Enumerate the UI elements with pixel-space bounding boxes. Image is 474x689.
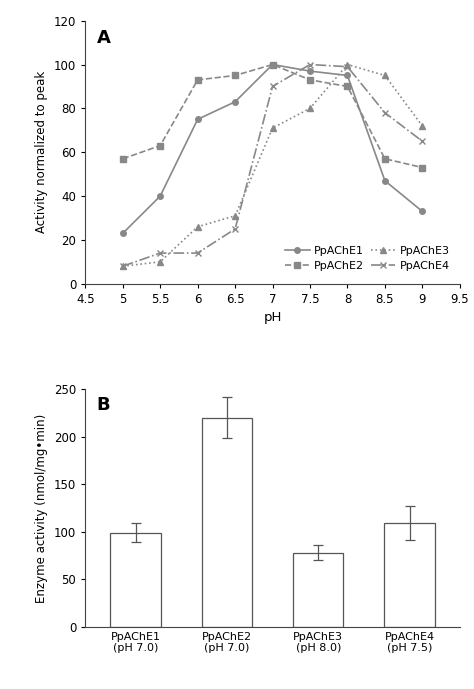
Y-axis label: Activity normalized to peak: Activity normalized to peak [36,71,48,234]
PpAChE2 [345,82,350,90]
PpAChE3 [382,72,388,80]
PpAChE2 [419,163,425,172]
PpAChE3 [232,212,238,220]
Bar [293,553,343,627]
X-axis label: pH: pH [264,311,282,325]
PpAChE4 [195,249,201,257]
Y-axis label: Enzyme activity (nmol/mg•min): Enzyme activity (nmol/mg•min) [36,413,48,603]
Bar [384,523,435,627]
PpAChE3 [157,258,163,266]
PpAChE3 [307,104,313,112]
PpAChE2 [270,61,275,69]
PpAChE3 [195,223,201,231]
PpAChE2 [195,76,201,84]
Line: PpAChE2: PpAChE2 [120,62,425,170]
PpAChE3 [120,262,126,270]
PpAChE2 [232,72,238,80]
PpAChE2 [157,141,163,150]
PpAChE4 [307,61,313,69]
PpAChE2 [120,154,126,163]
PpAChE1 [419,207,425,216]
PpAChE1 [157,192,163,200]
PpAChE2 [307,76,313,84]
Bar [202,418,252,627]
PpAChE1 [232,98,238,106]
PpAChE3 [345,61,350,69]
PpAChE4 [419,137,425,145]
PpAChE4 [382,109,388,117]
PpAChE3 [419,122,425,130]
Bar [110,533,161,627]
PpAChE4 [157,249,163,257]
Legend: PpAChE1, PpAChE2, PpAChE3, PpAChE4: PpAChE1, PpAChE2, PpAChE3, PpAChE4 [281,241,454,276]
Line: PpAChE1: PpAChE1 [120,62,425,236]
PpAChE1 [195,115,201,123]
PpAChE4 [232,225,238,233]
PpAChE1 [270,61,275,69]
Line: PpAChE3: PpAChE3 [120,62,425,269]
PpAChE1 [345,72,350,80]
PpAChE4 [270,82,275,90]
PpAChE3 [270,124,275,132]
PpAChE4 [120,262,126,270]
PpAChE4 [345,63,350,71]
Text: A: A [97,28,110,47]
PpAChE1 [120,229,126,238]
Line: PpAChE4: PpAChE4 [120,62,425,269]
PpAChE1 [382,176,388,185]
PpAChE2 [382,154,388,163]
Text: B: B [97,396,110,414]
PpAChE1 [307,67,313,75]
